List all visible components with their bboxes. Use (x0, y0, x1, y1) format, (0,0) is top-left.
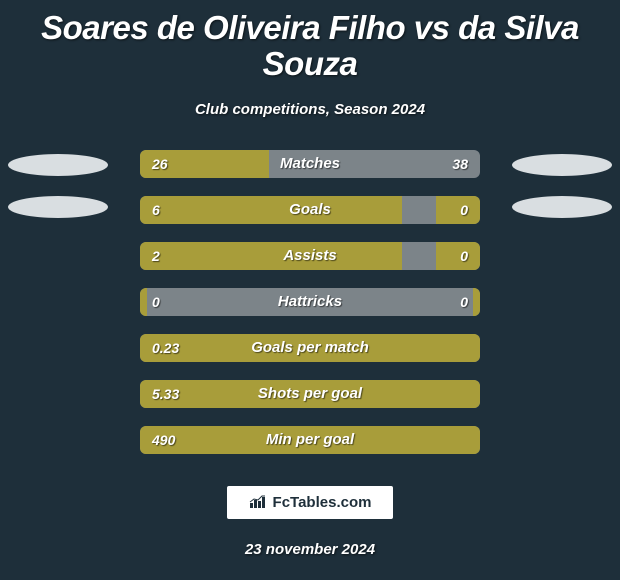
stat-bar: 2638Matches (140, 150, 480, 178)
player-placeholder-left (8, 196, 108, 218)
stat-bar: 20Assists (140, 242, 480, 270)
stat-bar: 490Min per goal (140, 426, 480, 454)
stat-bar: 5.33Shots per goal (140, 380, 480, 408)
stat-row: 0.23Goals per match (0, 334, 620, 380)
stat-row: 490Min per goal (0, 426, 620, 472)
stat-row: 60Goals (0, 196, 620, 242)
footer-logo-row: FcTables.com (0, 486, 620, 519)
brand-text: FcTables.com (273, 494, 372, 511)
page-title: Soares de Oliveira Filho vs da Silva Sou… (0, 0, 620, 83)
player-placeholder-right (512, 196, 612, 218)
chart-icon (249, 495, 267, 509)
stat-bar-left (140, 380, 480, 408)
player-placeholder-left (8, 154, 108, 176)
stat-value-right: 38 (452, 150, 468, 178)
stat-value-left: 26 (152, 150, 168, 178)
stat-value-left: 5.33 (152, 380, 179, 408)
stat-bar: 0 0Hattricks (140, 288, 480, 316)
stat-row: 20Assists (0, 242, 620, 288)
player-placeholder-right (512, 154, 612, 176)
stat-bar-left (140, 288, 147, 316)
stat-value-left: 2 (152, 242, 160, 270)
stat-value-right: 0 (460, 288, 468, 316)
stat-value-left: 490 (152, 426, 175, 454)
stat-bar-left (140, 426, 480, 454)
stat-row: 2638Matches (0, 150, 620, 196)
stat-value-left: 0.23 (152, 334, 179, 362)
stat-bar-right (436, 242, 480, 270)
stat-row: 0 0Hattricks (0, 288, 620, 334)
stats-list: 2638Matches60Goals20Assists00Hattricks0.… (0, 150, 620, 472)
stat-value-right: 0 (460, 242, 468, 270)
stat-bar-left (140, 242, 402, 270)
stat-value-right: 0 (460, 196, 468, 224)
stat-bar: 0.23Goals per match (140, 334, 480, 362)
subtitle: Club competitions, Season 2024 (0, 101, 620, 118)
stat-bar-right (473, 288, 480, 316)
date-label: 23 november 2024 (0, 541, 620, 558)
stat-bar-left (140, 196, 402, 224)
stat-label: Hattricks (140, 288, 480, 316)
stat-bar-right (436, 196, 480, 224)
brand-badge[interactable]: FcTables.com (227, 486, 394, 519)
stat-value-left: 0 (152, 288, 160, 316)
stat-row: 5.33Shots per goal (0, 380, 620, 426)
stat-value-left: 6 (152, 196, 160, 224)
stat-bar: 60Goals (140, 196, 480, 224)
stat-bar-left (140, 334, 480, 362)
